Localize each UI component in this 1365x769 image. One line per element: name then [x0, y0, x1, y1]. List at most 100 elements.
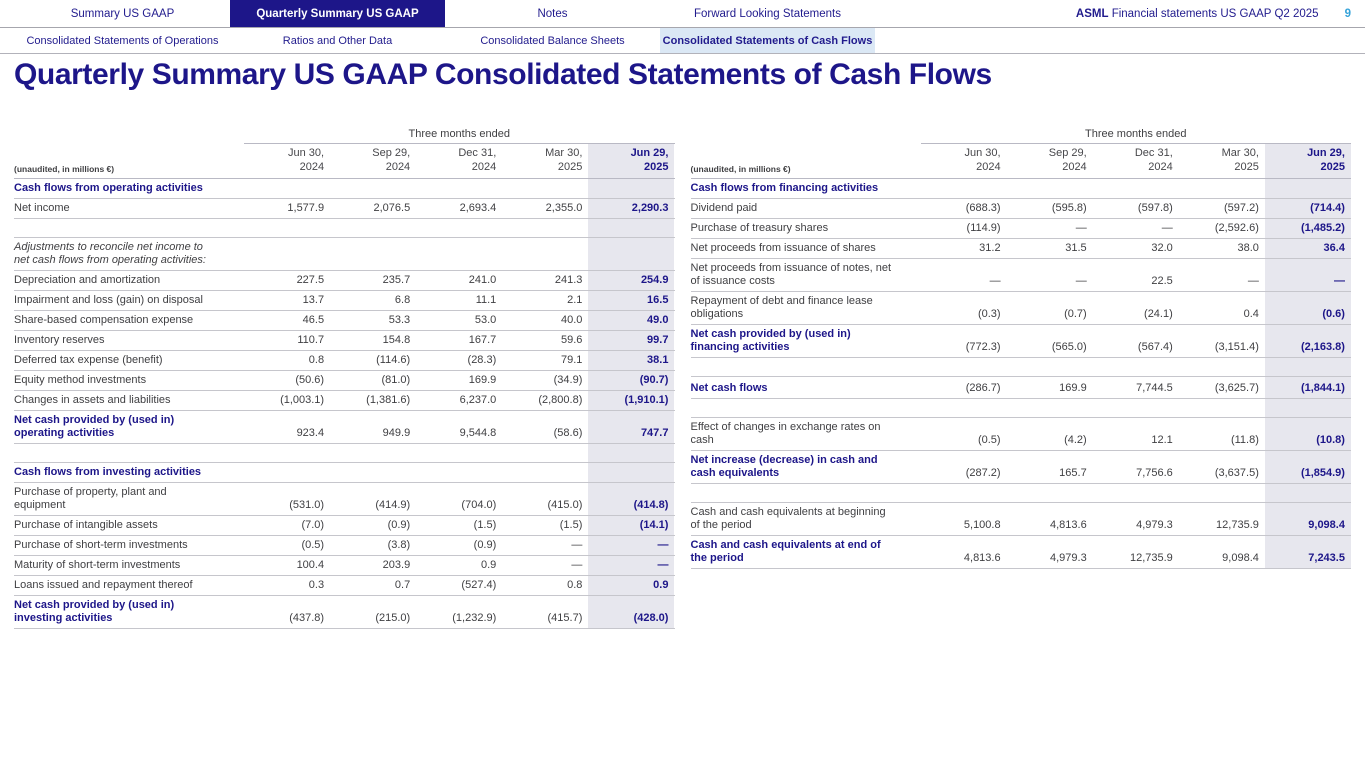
cell-value: [1093, 399, 1179, 417]
cell-value: (1,485.2): [1264, 219, 1351, 238]
row-label: Net cash flows: [690, 382, 768, 394]
column-header-row: (unaudited, in millions €) Jun 30, 2024 Sep…: [14, 144, 675, 179]
cell-value: —: [571, 539, 583, 551]
table-row: Purchase of short-term investments (0.5) (…: [14, 536, 675, 556]
row-label: Dividend paid: [690, 202, 758, 214]
row-label: Cash flows from operating activities: [14, 182, 203, 194]
row-label: Depreciation and amortization: [14, 274, 161, 286]
cell-value: [1007, 484, 1093, 502]
row-label: Effect of changes in exchange rates on c…: [690, 421, 881, 446]
row-label: Inventory reserves: [14, 334, 105, 346]
cell-value: 32.0: [1151, 242, 1173, 254]
table-row: Net cash provided by (used in) financing…: [690, 325, 1351, 358]
cell-value: (3.8): [387, 539, 411, 551]
cell-value: 2,693.4: [459, 202, 497, 214]
row-label: Changes in assets and liabilities: [14, 394, 171, 406]
cell-value: (437.8): [289, 612, 325, 624]
table-row: Dividend paid (688.3) (595.8) (597.8) (597.2…: [690, 199, 1351, 219]
cell-value: 4,813.6: [1049, 519, 1087, 531]
subtab-consolidated-balance-sheets[interactable]: Consolidated Balance Sheets: [480, 34, 625, 47]
cell-value: (7.0): [301, 519, 325, 531]
cell-value: 165.7: [1059, 467, 1087, 479]
table-row: Effect of changes in exchange rates on c…: [690, 418, 1351, 451]
row-label: Net proceeds from issuance of notes, net…: [690, 262, 892, 287]
tab-forward-looking-statements[interactable]: Forward Looking Statements: [693, 7, 842, 20]
cell-value: [1179, 484, 1265, 502]
period-header: Three months ended: [244, 127, 675, 144]
cell-value: (81.0): [381, 374, 411, 386]
cell-value: [1179, 358, 1265, 376]
table-row: Inventory reserves 110.7 154.8 167.7 59.6 99.…: [14, 331, 675, 351]
cell-value: [1007, 358, 1093, 376]
tab-quarterly-summary-us-gaap[interactable]: Quarterly Summary US GAAP: [230, 0, 445, 27]
tab-summary-us-gaap[interactable]: Summary US GAAP: [70, 7, 175, 20]
cell-value: 2,355.0: [545, 202, 583, 214]
cell-value: (3,625.7): [1214, 382, 1259, 394]
cell-value: —: [588, 556, 675, 575]
subtab-ratios-and-other-data[interactable]: Ratios and Other Data: [282, 34, 393, 47]
cell-value: (2,800.8): [538, 394, 583, 406]
cell-value: (114.9): [966, 222, 1001, 234]
table-row: Net increase (decrease) in cash and cash…: [690, 451, 1351, 484]
table-row: Cash flows from financing activities: [690, 179, 1351, 199]
cell-value: (58.6): [553, 427, 583, 439]
row-label: Net cash provided by (used in) investing…: [14, 599, 175, 624]
cell-value: —: [588, 536, 675, 555]
cell-value: 46.5: [302, 314, 325, 326]
row-label: Purchase of intangible assets: [14, 519, 158, 531]
cell-value: 0.7: [394, 579, 411, 591]
cell-value: [244, 219, 330, 237]
row-label: Net cash provided by (used in) financing…: [690, 328, 851, 353]
cell-value: (0.5): [301, 539, 325, 551]
cell-value: 4,979.3: [1136, 519, 1173, 531]
row-label: Maturity of short-term investments: [14, 559, 181, 571]
subtab-consolidated-statements-of-cash-flows[interactable]: Consolidated Statements of Cash Flows: [660, 28, 875, 53]
period-header: Three months ended: [920, 127, 1351, 144]
cell-value: 79.1: [560, 354, 583, 366]
subtab-consolidated-statements-of-operations[interactable]: Consolidated Statements of Operations: [26, 34, 219, 47]
row-label: Net income: [14, 202, 70, 214]
cell-value: (527.4): [461, 579, 497, 591]
column-header-dec-31-2024: Dec 31, 2024: [458, 147, 497, 173]
row-label: [14, 219, 244, 237]
cell-value: (595.8): [1051, 202, 1087, 214]
cell-value: [1264, 399, 1351, 417]
top-tab-bar: Summary US GAAP Quarterly Summary US GAAP…: [0, 0, 1365, 28]
cell-value: (90.7): [588, 371, 675, 390]
cell-value: 4,979.3: [1049, 552, 1087, 564]
cell-value: [416, 444, 502, 462]
table-row: Changes in assets and liabilities (1,003.…: [14, 391, 675, 411]
statements-area: Three months ended (unaudited, in million…: [14, 127, 1351, 629]
cell-value: 40.0: [560, 314, 583, 326]
cell-value: (1.5): [473, 519, 497, 531]
cell-value: 9,098.4: [1222, 552, 1259, 564]
cell-value: (28.3): [467, 354, 497, 366]
tab-notes[interactable]: Notes: [537, 7, 568, 20]
cell-value: (567.4): [1137, 341, 1173, 353]
cell-value: (415.0): [547, 499, 583, 511]
cell-value: 169.9: [468, 374, 497, 386]
cell-value: 110.7: [297, 334, 325, 346]
cell-value: (531.0): [289, 499, 325, 511]
cell-value: 0.8: [308, 354, 325, 366]
cell-value: (1,910.1): [588, 391, 675, 410]
cell-value: 1,577.9: [287, 202, 325, 214]
table-row: Adjustments to reconcile net income to n…: [14, 238, 675, 271]
cell-value: (428.0): [588, 596, 675, 628]
cell-value: [416, 238, 502, 270]
unaudited-note: (unaudited, in millions €): [690, 164, 791, 174]
spacer-row: [14, 444, 675, 463]
cell-value: 2,076.5: [373, 202, 411, 214]
spacer-row: [690, 399, 1351, 418]
period-header-row: Three months ended: [691, 127, 1351, 144]
row-label: [691, 484, 921, 502]
cell-value: 31.5: [1065, 242, 1087, 254]
cell-value: [502, 444, 588, 462]
cell-value: [502, 179, 588, 198]
spacer-row: [14, 219, 675, 238]
cell-value: (414.9): [375, 499, 411, 511]
column-header-mar-30-2025: Mar 30, 2025: [1221, 147, 1259, 173]
cell-value: 59.6: [560, 334, 583, 346]
cell-value: [1264, 484, 1351, 502]
header-label-spacer: [691, 127, 921, 144]
